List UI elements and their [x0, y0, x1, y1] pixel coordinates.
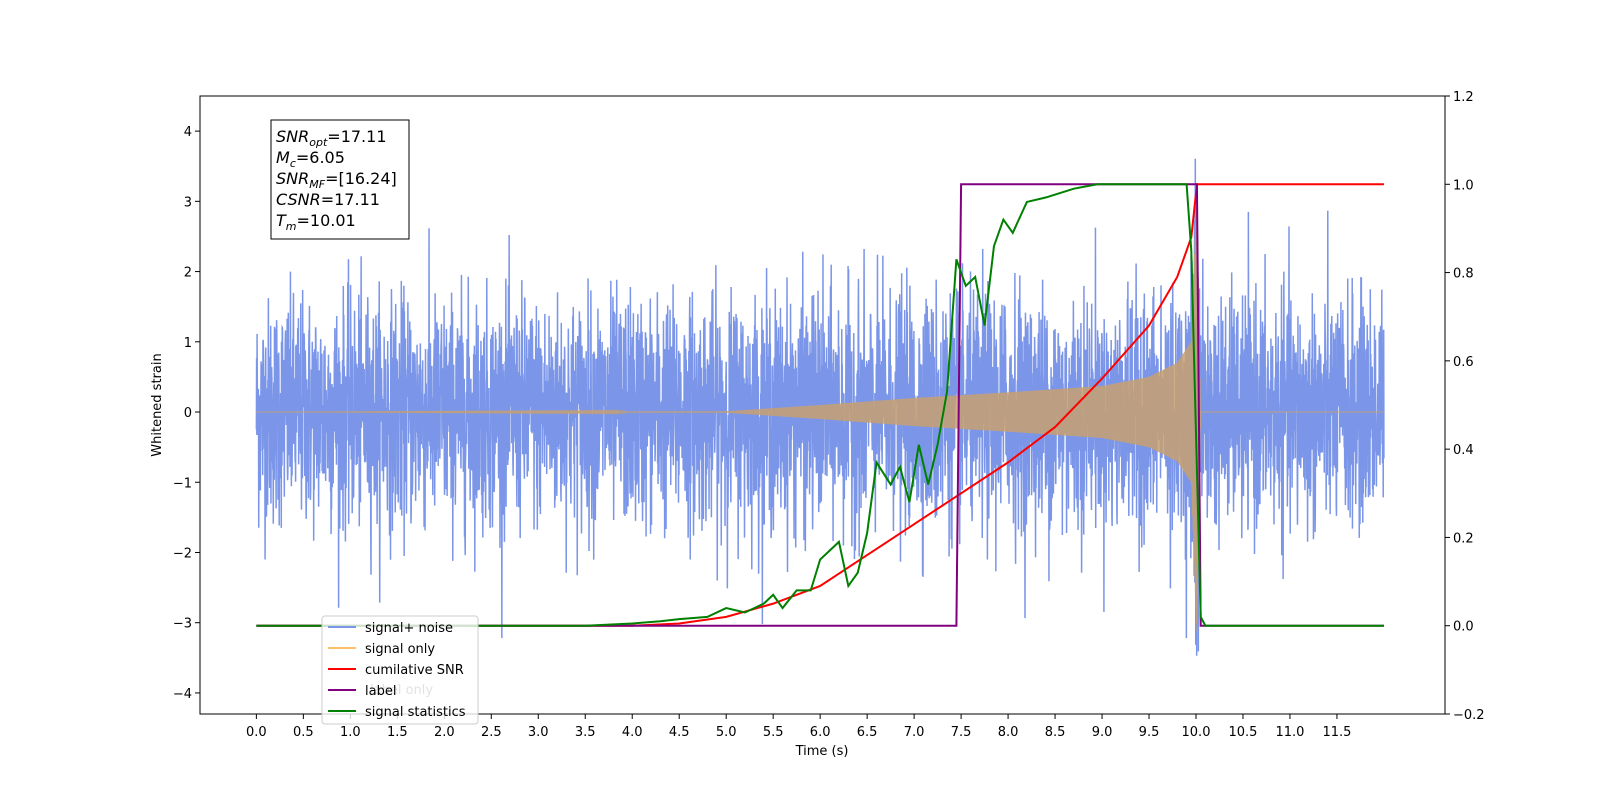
y2-tick-label: −0.2 — [1453, 708, 1485, 723]
legend-entry: label — [365, 684, 396, 699]
x-tick-label: 7.0 — [904, 725, 925, 740]
legend-entry: signal only — [365, 642, 435, 657]
x-tick-label: 9.0 — [1092, 725, 1113, 740]
y-tick-label: −4 — [173, 687, 192, 702]
y2-tick-label: 0.4 — [1453, 443, 1474, 458]
y-axis-label: Whitened strain — [150, 353, 165, 456]
x-tick-label: 0.0 — [246, 725, 267, 740]
y-tick-label: 4 — [184, 125, 192, 140]
legend-entry: signal statistics — [365, 705, 466, 720]
annotation-line: SNRopt=17.11 — [276, 127, 387, 149]
x-tick-label: 1.5 — [387, 725, 408, 740]
x-tick-label: 0.5 — [293, 725, 314, 740]
annotation-line: Mc=6.05 — [276, 148, 345, 170]
x-tick-label: 4.0 — [622, 725, 643, 740]
series-cumulative-snr — [256, 183, 1384, 627]
x-tick-label: 3.5 — [575, 725, 596, 740]
annotation-line: CSNR=17.11 — [276, 190, 380, 209]
y-tick-label: 3 — [184, 195, 192, 210]
x-tick-label: 10.5 — [1229, 725, 1258, 740]
x-tick-label: 7.5 — [951, 725, 972, 740]
y2-tick-label: 1.2 — [1453, 90, 1474, 105]
x-tick-label: 4.5 — [669, 725, 690, 740]
x-tick-label: 11.0 — [1275, 725, 1304, 740]
y2-tick-label: 0.0 — [1453, 620, 1474, 635]
y2-tick-label: 1.0 — [1453, 178, 1474, 193]
y-tick-label: −3 — [173, 617, 192, 632]
x-tick-label: 5.5 — [763, 725, 784, 740]
annotation-line: Tm=10.01 — [276, 211, 356, 233]
x-tick-label: 9.5 — [1139, 725, 1160, 740]
legend-frame — [321, 615, 479, 725]
annotation-line: SNRMF=[16.24] — [276, 169, 397, 191]
series-signal-only — [256, 192, 1384, 632]
legend-entry: signal+ noise — [365, 621, 453, 636]
x-tick-label: 8.0 — [998, 725, 1019, 740]
y-tick-label: −2 — [173, 546, 192, 561]
annotation-frame — [270, 119, 410, 240]
x-tick-label: 1.0 — [340, 725, 361, 740]
y-tick-label: 1 — [184, 336, 192, 351]
x-tick-label: 6.5 — [857, 725, 878, 740]
y-tick-label: 2 — [184, 266, 192, 281]
x-tick-label: 10.0 — [1182, 725, 1211, 740]
x-tick-label: 6.0 — [810, 725, 831, 740]
x-tick-label: 2.5 — [481, 725, 502, 740]
axes-frame — [199, 95, 1446, 715]
axis-ticks: 0.0 0.5 1.0 1.5 2.0 2.5 3.0 3.5 4.0 4.5 5.0 5.5 6.0 6… — [173, 90, 1485, 740]
plot-area — [255, 158, 1385, 656]
x-tick-label: 5.0 — [716, 725, 737, 740]
y-tick-label: −1 — [173, 476, 192, 491]
y-tick-label: 0 — [184, 406, 192, 421]
series-signal-statistics — [256, 183, 1384, 627]
annotation-box: SNRopt=17.11Mc=6.05SNRMF=[16.24]CSNR=17.… — [270, 119, 410, 240]
x-tick-label: 2.0 — [434, 725, 455, 740]
y2-tick-label: 0.6 — [1453, 355, 1474, 370]
y2-tick-label: 0.8 — [1453, 267, 1474, 282]
legend-entry: cumilative SNR — [365, 663, 464, 678]
x-tick-label: 11.5 — [1322, 725, 1351, 740]
x-tick-label: 3.0 — [528, 725, 549, 740]
x-axis-label: Time (s) — [795, 744, 849, 759]
y2-tick-label: 0.2 — [1453, 531, 1474, 546]
x-tick-label: 8.5 — [1045, 725, 1066, 740]
